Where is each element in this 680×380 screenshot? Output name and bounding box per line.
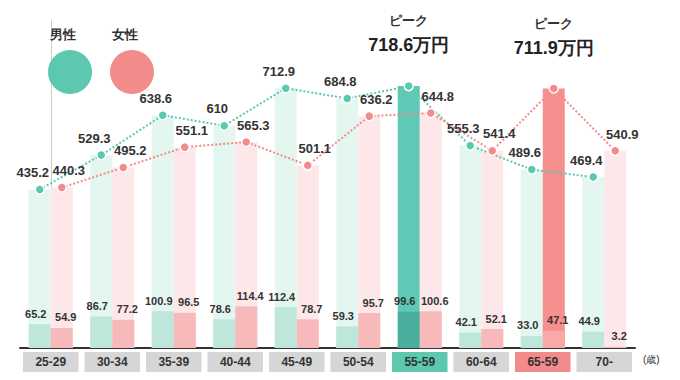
svg-text:男性: 男性: [49, 27, 76, 42]
svg-text:610: 610: [206, 101, 228, 116]
svg-text:65-59: 65-59: [527, 355, 558, 369]
svg-text:718.6万円: 718.6万円: [368, 35, 449, 55]
svg-text:684.8: 684.8: [324, 74, 357, 89]
svg-text:489.6: 489.6: [508, 145, 541, 160]
svg-text:50-54: 50-54: [343, 355, 374, 369]
svg-text:40-44: 40-44: [220, 355, 251, 369]
svg-text:712.9: 712.9: [262, 64, 295, 79]
svg-text:33.0: 33.0: [517, 319, 538, 331]
svg-text:529.3: 529.3: [78, 131, 111, 146]
svg-text:100.9: 100.9: [145, 295, 173, 307]
svg-text:495.2: 495.2: [114, 143, 147, 158]
svg-text:44.9: 44.9: [579, 315, 600, 327]
svg-text:565.3: 565.3: [237, 118, 270, 133]
svg-text:52.1: 52.1: [486, 313, 507, 325]
svg-text:541.4: 541.4: [483, 126, 516, 141]
svg-text:59.3: 59.3: [333, 310, 354, 322]
svg-text:100.6: 100.6: [421, 295, 449, 307]
svg-text:435.2: 435.2: [16, 165, 49, 180]
svg-text:638.6: 638.6: [139, 91, 172, 106]
svg-text:65.2: 65.2: [25, 308, 46, 320]
svg-text:55-59: 55-59: [404, 355, 435, 369]
svg-text:86.7: 86.7: [87, 300, 108, 312]
svg-text:555.3: 555.3: [447, 121, 480, 136]
svg-text:ピーク: ピーク: [534, 16, 573, 31]
svg-text:95.7: 95.7: [363, 297, 384, 309]
svg-text:45-49: 45-49: [281, 355, 312, 369]
svg-text:42.1: 42.1: [456, 316, 477, 328]
svg-text:711.9万円: 711.9万円: [514, 38, 594, 58]
svg-text:96.5: 96.5: [178, 296, 199, 308]
svg-text:(歳): (歳): [643, 354, 660, 365]
svg-text:551.1: 551.1: [175, 123, 208, 138]
svg-text:112.4: 112.4: [268, 291, 296, 303]
svg-text:70-: 70-: [596, 355, 613, 369]
svg-text:469.4: 469.4: [570, 153, 603, 168]
svg-text:78.7: 78.7: [301, 303, 322, 315]
svg-text:47.1: 47.1: [547, 314, 568, 326]
svg-text:ピーク: ピーク: [389, 13, 428, 28]
svg-text:25-29: 25-29: [35, 355, 66, 369]
svg-text:114.4: 114.4: [237, 290, 265, 302]
svg-text:644.8: 644.8: [421, 89, 454, 104]
svg-text:636.2: 636.2: [360, 92, 393, 107]
svg-text:540.9: 540.9: [606, 127, 639, 142]
svg-text:54.9: 54.9: [55, 311, 76, 323]
svg-text:60-64: 60-64: [466, 355, 497, 369]
svg-text:99.6: 99.6: [394, 295, 415, 307]
svg-text:女性: 女性: [111, 27, 138, 42]
svg-text:501.1: 501.1: [298, 141, 331, 156]
svg-text:77.2: 77.2: [117, 303, 138, 315]
svg-text:440.3: 440.3: [52, 163, 85, 178]
svg-text:78.6: 78.6: [210, 303, 231, 315]
svg-text:35-39: 35-39: [158, 355, 189, 369]
svg-text:30-34: 30-34: [97, 355, 128, 369]
svg-text:3.2: 3.2: [612, 330, 627, 342]
